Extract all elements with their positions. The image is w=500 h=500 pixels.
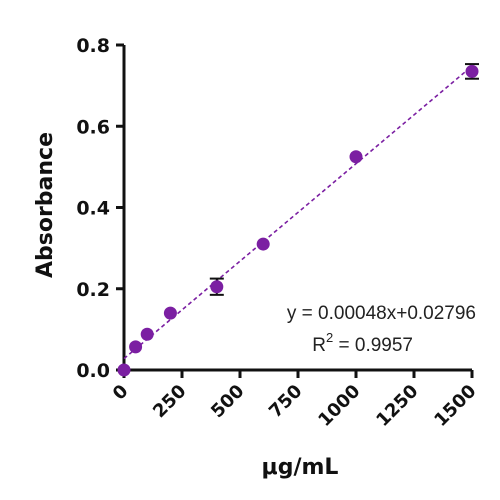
x-tick-label: 250 xyxy=(149,381,190,422)
x-tick-label: 750 xyxy=(265,381,306,422)
x-tick-label: 1250 xyxy=(372,381,422,431)
data-point xyxy=(210,280,224,294)
y-tick-label: 0.4 xyxy=(76,198,110,220)
fit-line xyxy=(123,65,473,360)
y-tick-label: 0.0 xyxy=(76,360,110,382)
y-tick-label: 0.6 xyxy=(76,116,110,138)
r-squared-prefix: R xyxy=(312,335,326,356)
y-axis-title: Absorbance xyxy=(33,132,58,278)
y-ticks: 0.0 0.2 0.4 0.6 0.8 xyxy=(76,35,124,382)
x-axis-title: μg/mL xyxy=(262,455,339,480)
x-tick-label: 1500 xyxy=(430,381,480,431)
data-point xyxy=(349,150,363,164)
x-ticks: 0 250 500 750 1000 1250 1500 xyxy=(109,370,481,431)
x-tick-label: 500 xyxy=(207,381,248,422)
fit-equation: y = 0.00048x+0.02796 xyxy=(287,303,476,324)
data-point xyxy=(140,327,154,341)
y-tick-label: 0.2 xyxy=(76,279,110,301)
x-tick-label: 1000 xyxy=(314,381,364,431)
data-point xyxy=(465,64,479,78)
r-squared-value: = 0.9957 xyxy=(333,335,413,356)
data-point xyxy=(117,363,131,377)
x-tick-label: 0 xyxy=(109,381,133,405)
y-tick-label: 0.8 xyxy=(76,35,110,57)
r-squared-superscript: 2 xyxy=(326,330,333,345)
data-point xyxy=(256,237,270,251)
data-points xyxy=(117,63,479,377)
data-point xyxy=(163,306,177,320)
r-squared: R2 = 0.9957 xyxy=(312,330,413,356)
data-point xyxy=(129,340,143,354)
